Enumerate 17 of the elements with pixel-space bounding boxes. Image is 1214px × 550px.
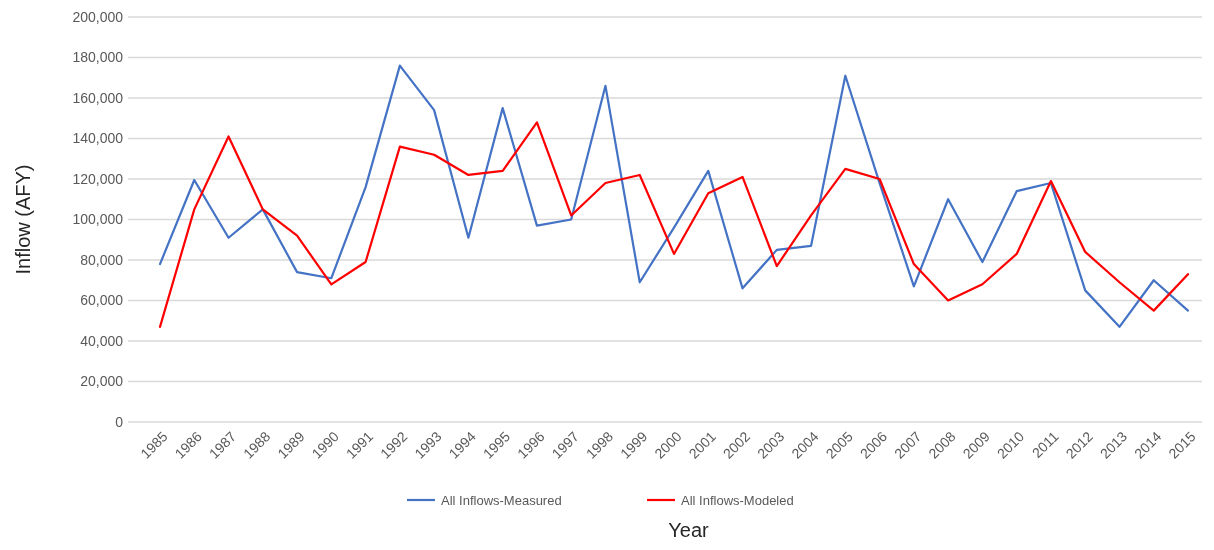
y-tick-label: 160,000	[72, 89, 124, 106]
y-tick-label: 200,000	[72, 8, 124, 25]
y-tick-label: 140,000	[72, 130, 124, 147]
y-axis-title: Inflow (AFY)	[12, 164, 34, 275]
y-tick-label: 120,000	[72, 170, 124, 187]
legend-label: All Inflows-Modeled	[681, 492, 794, 508]
y-tick-label: 40,000	[80, 332, 124, 349]
y-tick-label: 80,000	[80, 251, 124, 268]
y-tick-label: 60,000	[80, 292, 124, 309]
y-tick-label: 20,000	[80, 373, 124, 390]
legend-label: All Inflows-Measured	[441, 492, 562, 508]
y-tick-label: 0	[115, 413, 124, 430]
y-tick-label: 180,000	[72, 49, 124, 66]
x-axis-title: Year	[668, 519, 710, 541]
line-series	[158, 121, 1190, 328]
y-tick-label: 100,000	[72, 211, 124, 228]
line-series	[158, 64, 1190, 328]
